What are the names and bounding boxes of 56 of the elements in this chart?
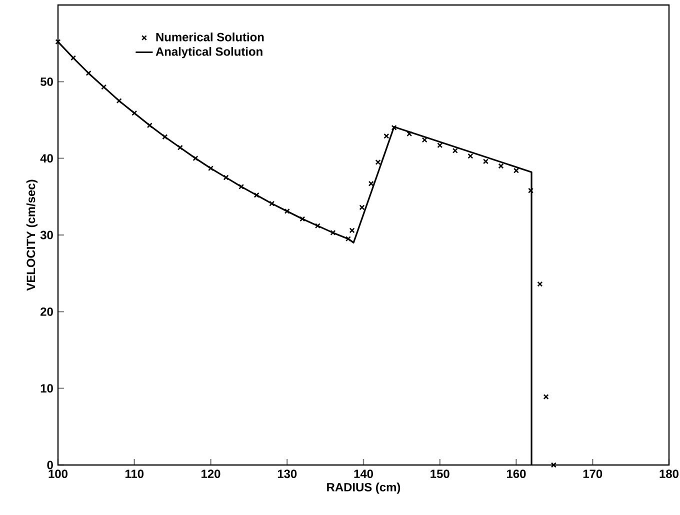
point: [543, 394, 549, 400]
point: [238, 184, 244, 190]
point: [300, 216, 306, 222]
y-tick-label: 40: [40, 154, 53, 163]
x-tick-label: 180: [660, 470, 678, 478]
point: [177, 144, 183, 150]
point: [284, 208, 290, 214]
y-tick-label: 30: [40, 230, 53, 240]
point: [101, 84, 107, 90]
point: [498, 163, 504, 169]
point: [349, 228, 355, 234]
point: [437, 142, 443, 148]
point: [345, 236, 351, 242]
y-tick-label: 20: [40, 307, 53, 316]
y-tick-label: 50: [40, 77, 53, 86]
x-tick-label: 170: [583, 470, 602, 478]
x-tick-label: 120: [202, 470, 220, 478]
point: [406, 131, 412, 137]
x-tick-label: 130: [278, 470, 297, 478]
point: [146, 122, 152, 128]
x-tick-label: 140: [354, 470, 373, 478]
point: [391, 124, 397, 130]
point: [482, 158, 488, 164]
point: [513, 168, 520, 174]
point: [375, 159, 381, 165]
point: [192, 156, 198, 162]
x-axis-title: RADIUS (cm): [327, 482, 400, 494]
point: [86, 70, 92, 76]
legend-label: Numerical Solution: [156, 32, 264, 42]
point: [254, 192, 260, 198]
x-tick-label: 150: [430, 470, 450, 478]
y-axis-title: VELOCITY (cm/sec): [26, 180, 38, 291]
point: [70, 55, 76, 61]
point: [422, 137, 428, 143]
x-tick-label: 110: [125, 470, 144, 478]
x-tick-label: 100: [48, 470, 68, 478]
point: [528, 188, 534, 194]
point: [132, 110, 138, 116]
point: [468, 153, 474, 159]
point: [223, 174, 229, 180]
point: [116, 98, 122, 104]
point: [452, 148, 458, 154]
point: [359, 204, 365, 210]
point: [269, 200, 275, 206]
point: [537, 281, 543, 287]
point: [330, 230, 336, 236]
point: [208, 166, 214, 172]
point: [162, 134, 168, 140]
y-tick-label: 0: [47, 460, 53, 470]
point: [384, 133, 390, 139]
point: [550, 462, 556, 468]
point: [314, 223, 320, 229]
y-tick-label: 10: [40, 384, 53, 393]
x-tick-label: 160: [507, 470, 526, 478]
legend-label: Analytical Solution: [156, 47, 262, 58]
point: [368, 180, 374, 186]
